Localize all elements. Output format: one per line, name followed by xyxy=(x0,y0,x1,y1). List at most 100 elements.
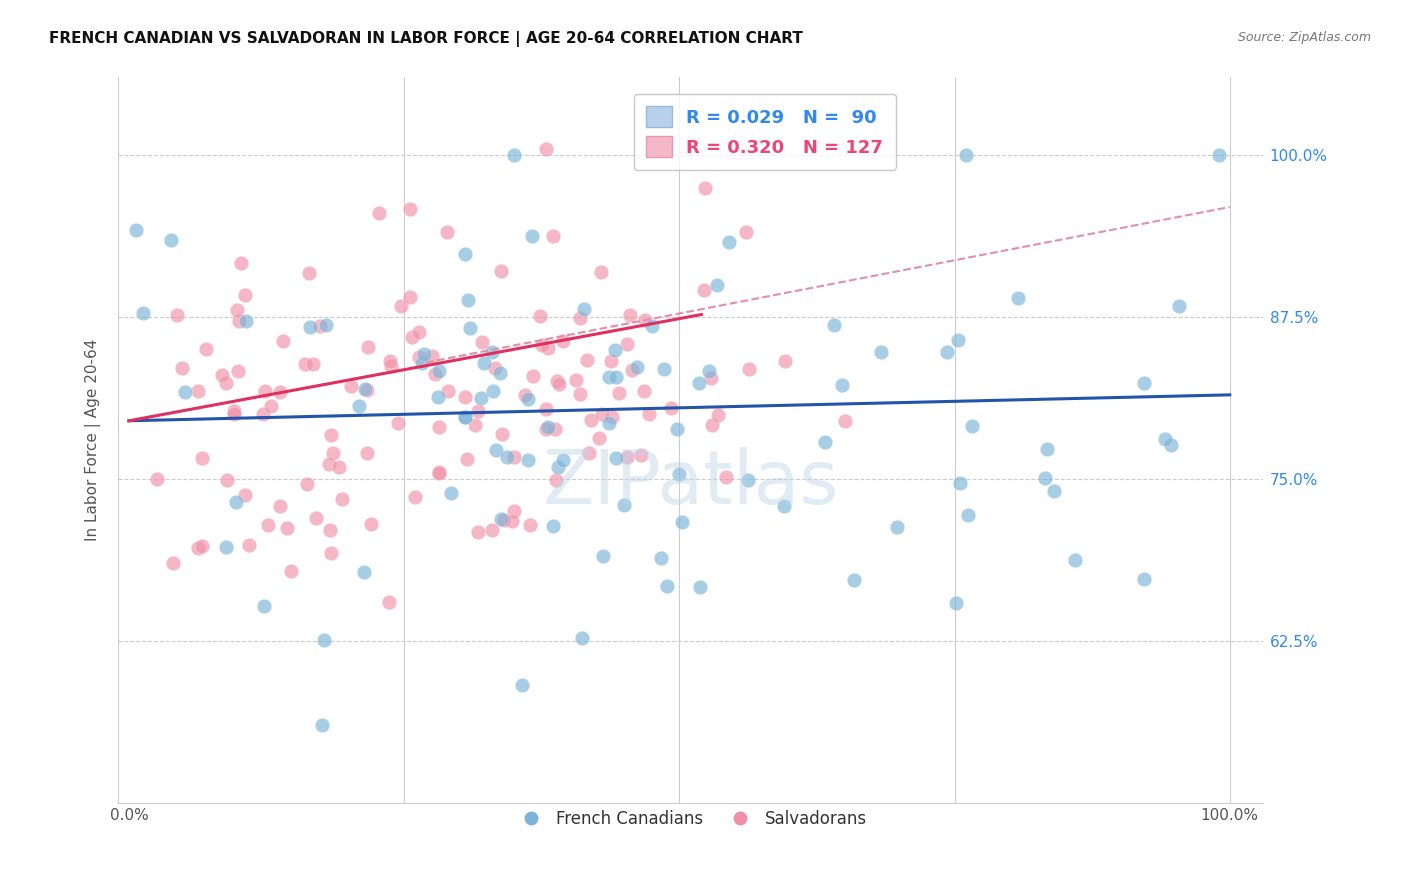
Point xyxy=(233,288,256,302)
Point xyxy=(224,404,246,418)
Point xyxy=(522,369,544,384)
Point xyxy=(592,549,614,563)
Point xyxy=(427,364,450,378)
Point xyxy=(605,343,627,358)
Point xyxy=(191,450,214,465)
Point xyxy=(252,407,274,421)
Point xyxy=(187,384,209,399)
Point xyxy=(948,333,970,347)
Point xyxy=(571,631,593,645)
Point xyxy=(215,376,238,390)
Point xyxy=(957,508,980,522)
Point xyxy=(399,202,422,217)
Point xyxy=(420,350,443,364)
Point xyxy=(735,226,758,240)
Point xyxy=(436,226,458,240)
Point xyxy=(398,290,420,304)
Point xyxy=(456,451,478,466)
Point xyxy=(718,235,741,250)
Point xyxy=(454,410,477,425)
Point xyxy=(470,334,492,349)
Point xyxy=(1133,376,1156,390)
Point xyxy=(408,325,430,339)
Point xyxy=(321,428,343,442)
Point xyxy=(522,229,544,244)
Point xyxy=(211,368,233,382)
Point xyxy=(301,357,323,371)
Point xyxy=(579,413,602,427)
Legend: French Canadians, Salvadorans: French Canadians, Salvadorans xyxy=(508,803,873,835)
Point xyxy=(630,448,652,462)
Point xyxy=(231,256,253,270)
Point xyxy=(253,599,276,613)
Point xyxy=(1154,432,1177,446)
Point xyxy=(356,383,378,397)
Point xyxy=(491,427,513,442)
Point xyxy=(598,369,620,384)
Point xyxy=(318,524,340,538)
Point xyxy=(257,517,280,532)
Point xyxy=(217,473,239,487)
Point xyxy=(834,414,856,428)
Point xyxy=(886,520,908,534)
Point xyxy=(160,234,183,248)
Point xyxy=(588,431,610,445)
Point xyxy=(637,407,659,421)
Point xyxy=(619,308,641,322)
Point xyxy=(513,387,536,401)
Y-axis label: In Labor Force | Age 20-64: In Labor Force | Age 20-64 xyxy=(86,339,101,541)
Point xyxy=(353,565,375,579)
Point xyxy=(311,718,333,732)
Point xyxy=(659,401,682,416)
Point xyxy=(295,477,318,491)
Point xyxy=(408,350,430,364)
Point xyxy=(600,410,623,425)
Point xyxy=(125,222,148,236)
Point xyxy=(354,382,377,396)
Point xyxy=(228,314,250,328)
Point xyxy=(773,353,796,368)
Point xyxy=(411,356,433,370)
Point xyxy=(547,460,569,475)
Text: FRENCH CANADIAN VS SALVADORAN IN LABOR FORCE | AGE 20-64 CORRELATION CHART: FRENCH CANADIAN VS SALVADORAN IN LABOR F… xyxy=(49,31,803,47)
Point xyxy=(254,384,277,398)
Point xyxy=(427,466,450,480)
Point xyxy=(322,446,344,460)
Point xyxy=(470,391,492,405)
Point xyxy=(546,473,568,487)
Point xyxy=(269,384,291,399)
Point xyxy=(439,486,461,500)
Point xyxy=(589,265,612,279)
Point xyxy=(634,313,657,327)
Point xyxy=(312,632,335,647)
Point xyxy=(823,318,845,333)
Point xyxy=(534,142,557,156)
Point xyxy=(464,417,486,432)
Point xyxy=(955,148,977,162)
Point xyxy=(650,550,672,565)
Point xyxy=(360,517,382,532)
Point xyxy=(517,392,540,407)
Point xyxy=(599,354,621,368)
Point xyxy=(541,518,564,533)
Point xyxy=(401,330,423,344)
Point xyxy=(146,472,169,486)
Point xyxy=(457,293,479,307)
Point xyxy=(427,466,450,480)
Point xyxy=(700,418,723,433)
Point xyxy=(616,450,638,464)
Point xyxy=(298,266,321,280)
Point xyxy=(537,420,560,434)
Point xyxy=(738,362,761,376)
Point xyxy=(519,518,541,533)
Point xyxy=(654,362,676,376)
Point xyxy=(575,352,598,367)
Point xyxy=(626,360,648,375)
Point xyxy=(949,476,972,491)
Point xyxy=(1043,483,1066,498)
Point xyxy=(569,310,592,325)
Point xyxy=(318,457,340,471)
Point xyxy=(551,452,574,467)
Point xyxy=(328,459,350,474)
Point xyxy=(688,376,710,391)
